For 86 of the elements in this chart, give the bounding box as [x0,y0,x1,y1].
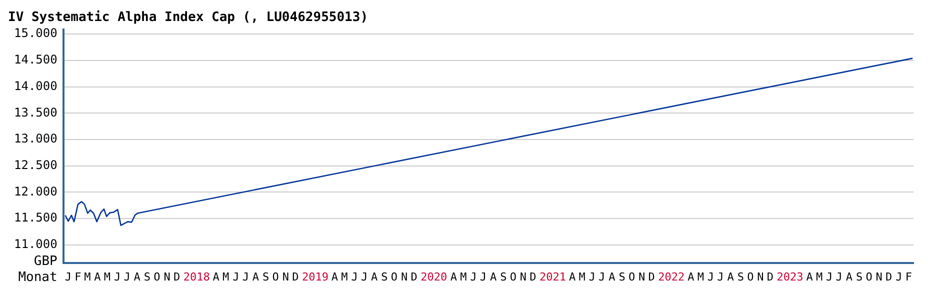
x-tick-label: A [727,270,734,284]
x-tick-label: O [390,270,398,284]
x-tick-label: A [806,270,814,284]
x-tick-label: A [212,270,220,284]
y-tick-label: 12.000 [14,184,58,198]
x-tick-label: J [360,270,368,284]
y-tick-label: 14.000 [14,78,58,93]
x-tick-label: N [757,270,764,284]
x-tick-label: A [371,270,378,284]
x-tick-label: A [134,270,141,284]
x-tick-label: S [144,270,151,284]
x-tick-label: N [282,270,289,284]
x-tick-label: J [64,270,72,284]
x-tick-label: 2019 [302,270,328,284]
x-tick-label: A [94,270,102,284]
x-tick-label: D [292,270,299,284]
x-tick-label: A [252,270,260,284]
x-tick-label: J [836,270,842,284]
x-tick-label: J [717,270,724,284]
x-tick-label: N [520,270,527,284]
x-tick-label: J [480,270,487,284]
x-tick-label: F [905,270,912,284]
x-tick-label: J [707,270,714,284]
x-tick-label: S [500,270,507,284]
x-tick-label: J [826,270,833,284]
x-axis-title: Monat [18,270,58,286]
x-tick-label: J [598,270,606,284]
x-tick-label: A [688,270,695,284]
y-tick-label: 11.000 [14,237,58,252]
x-tick-label: S [737,270,744,284]
x-tick-label: S [856,270,863,284]
x-tick-label: J [896,270,902,284]
x-tick-label: S [262,270,270,284]
x-tick-label: J [470,270,477,284]
x-tick-label: D [766,270,774,284]
x-tick-label: O [747,270,754,284]
y-tick-label: 11.500 [14,210,58,225]
x-tick-label: D [648,270,655,284]
x-tick-label: 2020 [420,270,448,284]
y-tick-label: 13.000 [14,132,58,146]
x-tick-label: O [866,270,872,284]
x-tick-label: O [272,270,279,284]
x-tick-label: M [222,270,230,284]
x-tick-label: F [74,270,82,284]
y-tick-label: 15.000 [14,26,58,40]
x-tick-label: A [846,270,853,284]
x-tick-label: 2023 [776,270,804,284]
x-tick-label: M [816,270,823,284]
x-tick-label: J [588,270,596,284]
y-tick-label: 12.500 [14,158,58,172]
x-tick-label: M [84,270,92,284]
x-tick-label: A [608,270,616,284]
x-tick-label: A [450,270,458,284]
x-tick-label: J [124,270,130,284]
x-tick-label: D [410,270,418,284]
x-tick-label: J [232,270,240,284]
x-tick-label: M [104,270,111,284]
x-tick-label: J [242,270,249,284]
x-tick-label: O [510,270,516,284]
x-tick-label: A [568,270,576,284]
x-tick-label: N [164,270,170,284]
x-tick-label: D [886,270,892,284]
x-tick-label: 2022 [658,270,685,284]
x-tick-label: M [697,270,704,284]
x-tick-label: M [341,270,348,284]
y-tick-label: 13.500 [14,105,58,120]
x-tick-label: D [173,270,180,284]
x-tick-label: S [381,270,388,284]
x-tick-label: N [876,270,882,284]
x-tick-label: N [638,270,646,284]
x-tick-label: D [530,270,536,284]
x-tick-label: 2021 [540,270,566,284]
x-tick-label: M [578,270,586,284]
x-tick-label: N [400,270,408,284]
x-tick-label: J [114,270,121,284]
y-tick-label: 14.500 [14,52,58,67]
x-tick-label: A [331,270,338,284]
chart-title: IV Systematic Alpha Index Cap (, LU0462955013) [8,10,368,26]
x-tick-label: A [490,270,498,284]
y-axis-title: GBP [34,254,58,270]
x-tick-label: O [628,270,636,284]
x-tick-label: J [351,270,358,284]
x-tick-label: S [618,270,626,284]
x-tick-label: 2018 [183,270,210,284]
x-tick-label: M [460,270,468,284]
x-tick-label: O [154,270,160,284]
